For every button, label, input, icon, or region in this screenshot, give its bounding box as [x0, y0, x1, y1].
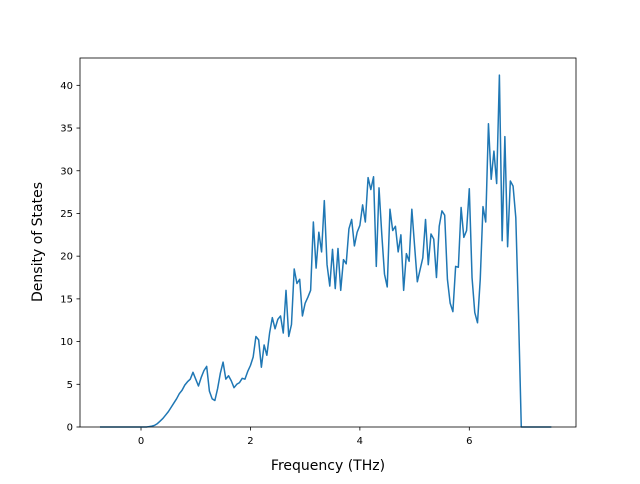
x-axis-label: Frequency (THz) [271, 458, 385, 474]
x-tick-label: 4 [357, 436, 363, 447]
y-tick-label: 35 [60, 124, 73, 135]
y-tick-label: 0 [67, 423, 73, 434]
y-tick-label: 15 [60, 294, 73, 305]
y-tick-label: 20 [60, 252, 73, 263]
x-tick-label: 2 [247, 436, 253, 447]
y-tick-label: 30 [60, 166, 73, 177]
y-tick-label: 40 [60, 81, 73, 92]
line [99, 74, 552, 428]
plot-frame [79, 57, 577, 428]
x-tick-label: 6 [466, 436, 472, 447]
x-tick-label: 0 [138, 436, 144, 447]
y-tick-label: 5 [67, 380, 73, 391]
y-tick-label: 25 [60, 209, 73, 220]
y-tick-label: 10 [60, 337, 73, 348]
y-axis-label: Density of States [30, 182, 46, 302]
